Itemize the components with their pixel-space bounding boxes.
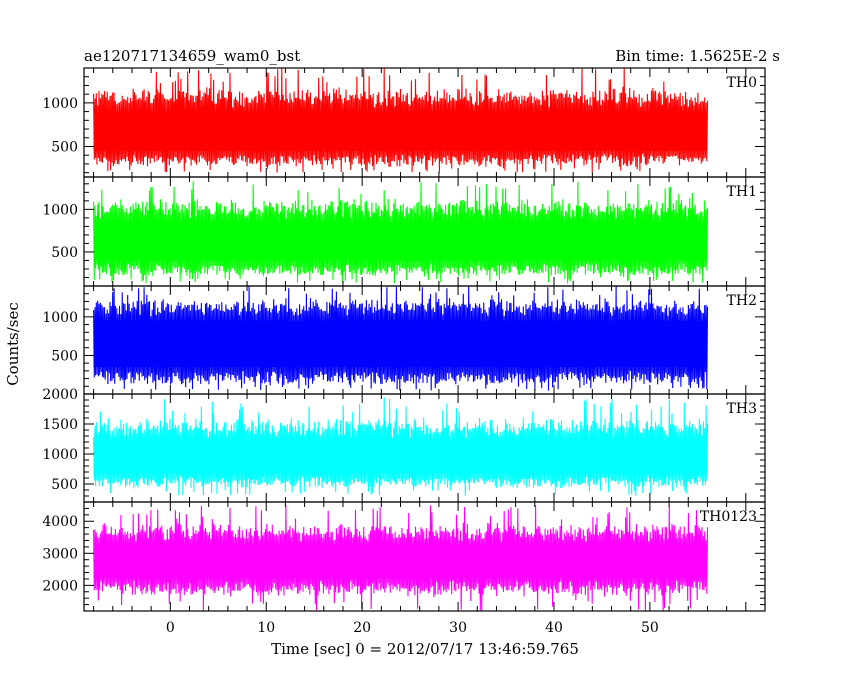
x-tick-label: 50	[641, 620, 659, 636]
panel-label: TH2	[727, 293, 757, 309]
bin-time-label: Bin time: 1.5625E-2 s	[615, 47, 780, 65]
y-tick-label: 2000	[42, 578, 78, 594]
panel-label: TH3	[727, 401, 757, 417]
series-line-th2	[93, 286, 709, 391]
panel-label: TH0	[727, 75, 757, 91]
series-core-th3	[93, 440, 708, 474]
series-line-th0123	[93, 505, 709, 611]
panels-group: 5001000TH05001000TH15001000TH25001000150…	[42, 67, 766, 636]
x-tick-label: 10	[257, 620, 275, 636]
panel-th0123: 2000 3000 4000 TH0123	[42, 501, 766, 612]
panel-th2: 500 1000 TH2	[42, 285, 766, 395]
panel-label: TH1	[727, 184, 757, 200]
figure-title: ae120717134659_wam0_bst	[84, 47, 300, 65]
panel-th3: 500 1000 1500 2000 TH3	[42, 387, 766, 503]
y-tick-label: 500	[51, 245, 78, 261]
y-tick-label: 1000	[42, 202, 78, 218]
x-axis-label: Time [sec] 0 = 2012/07/17 13:46:59.765	[271, 640, 579, 658]
series-line-th1	[93, 181, 709, 284]
y-axis-label: Counts/sec	[4, 302, 22, 386]
series-line-th0	[93, 68, 709, 173]
y-tick-label: 1000	[42, 96, 78, 112]
y-tick-label: 500	[51, 477, 78, 493]
y-tick-label: 4000	[42, 514, 78, 530]
series-core-th1	[93, 222, 708, 261]
y-tick-label: 1500	[42, 417, 78, 433]
panel-th0: 500 1000 TH0	[42, 67, 766, 178]
x-tick-label: 0	[166, 620, 175, 636]
y-tick-label: 2000	[42, 387, 78, 403]
y-tick-label: 500	[51, 139, 78, 155]
series-line-th3	[93, 397, 709, 496]
panel-th1: 500 1000 TH1	[42, 176, 766, 287]
panel-label: TH0123	[700, 509, 757, 525]
series-core-th0123	[93, 544, 708, 578]
y-tick-label: 500	[51, 348, 78, 364]
series-core-th0	[93, 111, 708, 151]
y-tick-label: 3000	[42, 546, 78, 562]
x-tick-label: 40	[545, 620, 563, 636]
x-tick-label: 30	[449, 620, 467, 636]
series-core-th2	[93, 320, 708, 367]
y-tick-label: 1000	[42, 447, 78, 463]
panel-frame	[83, 501, 766, 612]
x-tick-label: 20	[353, 620, 371, 636]
y-tick-label: 1000	[42, 310, 78, 326]
